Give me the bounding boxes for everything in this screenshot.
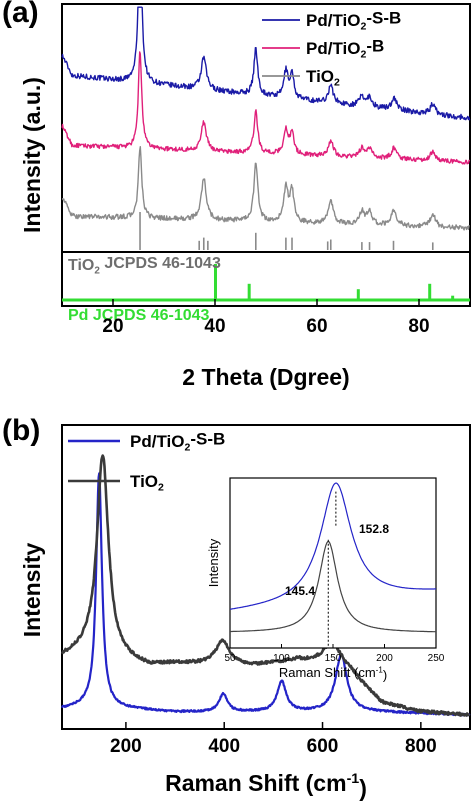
xrd-reference-group: TiO2 JCPDS 46-1043 Pd JCPDS 46-1043 (62, 212, 470, 324)
inset-series-group (229, 482, 436, 646)
xrd-tick-label-3: 80 (408, 316, 429, 337)
xrd-y-axis-label: Intensity (a.u.) (19, 77, 45, 233)
raman-y-axis-label: Intensity (19, 543, 45, 638)
xrd-series-line-1 (61, 51, 471, 165)
raman-plot-frame (61, 424, 471, 730)
inset-x-axis-label-text: Raman Shift (cm-1) (279, 665, 387, 683)
pd-reference-label: Pd JCPDS 46-1043 (68, 307, 210, 324)
raman-series-line-1 (60, 454, 471, 717)
inset-y-axis-label: Intensity (206, 538, 221, 587)
raman-legend-label-0: Pd/TiO2-S-B (130, 430, 225, 454)
inset-frame (229, 477, 437, 649)
inset-tick-label-3: 200 (376, 653, 393, 664)
panel-a-label: (a) (2, 0, 39, 29)
xrd-x-axis-label: 2 Theta (Dgree) (182, 364, 349, 390)
xrd-tick-label-2: 60 (306, 316, 327, 337)
raman-tick-label-0: 200 (110, 736, 142, 757)
xrd-series-line-0 (61, 6, 471, 121)
inset-annotation-145: 145.4 (285, 584, 315, 598)
raman-tick-label-1: 400 (208, 736, 240, 757)
inset-tick-label-1: 100 (273, 653, 290, 664)
xrd-legend-label-2: TiO2 (306, 67, 340, 89)
raman-chart: 200 400 600 800 Pd/TiO2-S-B TiO2 Intensity 5… (19, 424, 471, 801)
inset-tick-label-0: 50 (224, 653, 236, 664)
xrd-legend-label-1: Pd/TiO2-B (306, 37, 384, 61)
xrd-chart: TiO2 JCPDS 46-1043 Pd JCPDS 46-1043 20 40 6… (19, 3, 471, 390)
inset-x-ticks: 50 100 150 200 250 (224, 644, 445, 664)
xrd-series-group (61, 6, 471, 231)
inset-annotation-152: 152.8 (359, 522, 389, 536)
panel-b-label: (b) (2, 414, 40, 447)
raman-inset: 50 100 150 200 250 Intensity 145.4 152.8 Ram… (206, 477, 445, 683)
xrd-legend-label-0: Pd/TiO2-S-B (306, 9, 401, 33)
inset-tick-label-4: 250 (428, 653, 445, 664)
xrd-legend: Pd/TiO2-S-B Pd/TiO2-B TiO2 (262, 9, 401, 89)
inset-series-line-1 (230, 540, 436, 633)
raman-tick-label-2: 600 (307, 736, 339, 757)
raman-series-line-0 (60, 472, 471, 717)
raman-series-group (60, 454, 471, 717)
xrd-tick-label-0: 20 (102, 316, 123, 337)
xrd-x-ticks: 20 40 60 80 (102, 299, 430, 337)
raman-x-ticks: 200 400 600 800 (110, 722, 437, 757)
inset-tick-label-2: 150 (325, 653, 342, 664)
raman-legend: Pd/TiO2-S-B TiO2 (68, 430, 225, 494)
raman-tick-label-3: 800 (405, 736, 437, 757)
inset-series-line-0 (229, 482, 436, 610)
xrd-plot-frame (61, 3, 471, 307)
tio2-reference-label: TiO2 JCPDS 46-1043 (68, 255, 221, 277)
raman-legend-label-1: TiO2 (130, 472, 164, 494)
xrd-tick-label-1: 40 (204, 316, 225, 337)
xrd-series-line-2 (61, 146, 470, 231)
raman-x-axis-label-text: Raman Shift (cm-1) (165, 770, 367, 801)
